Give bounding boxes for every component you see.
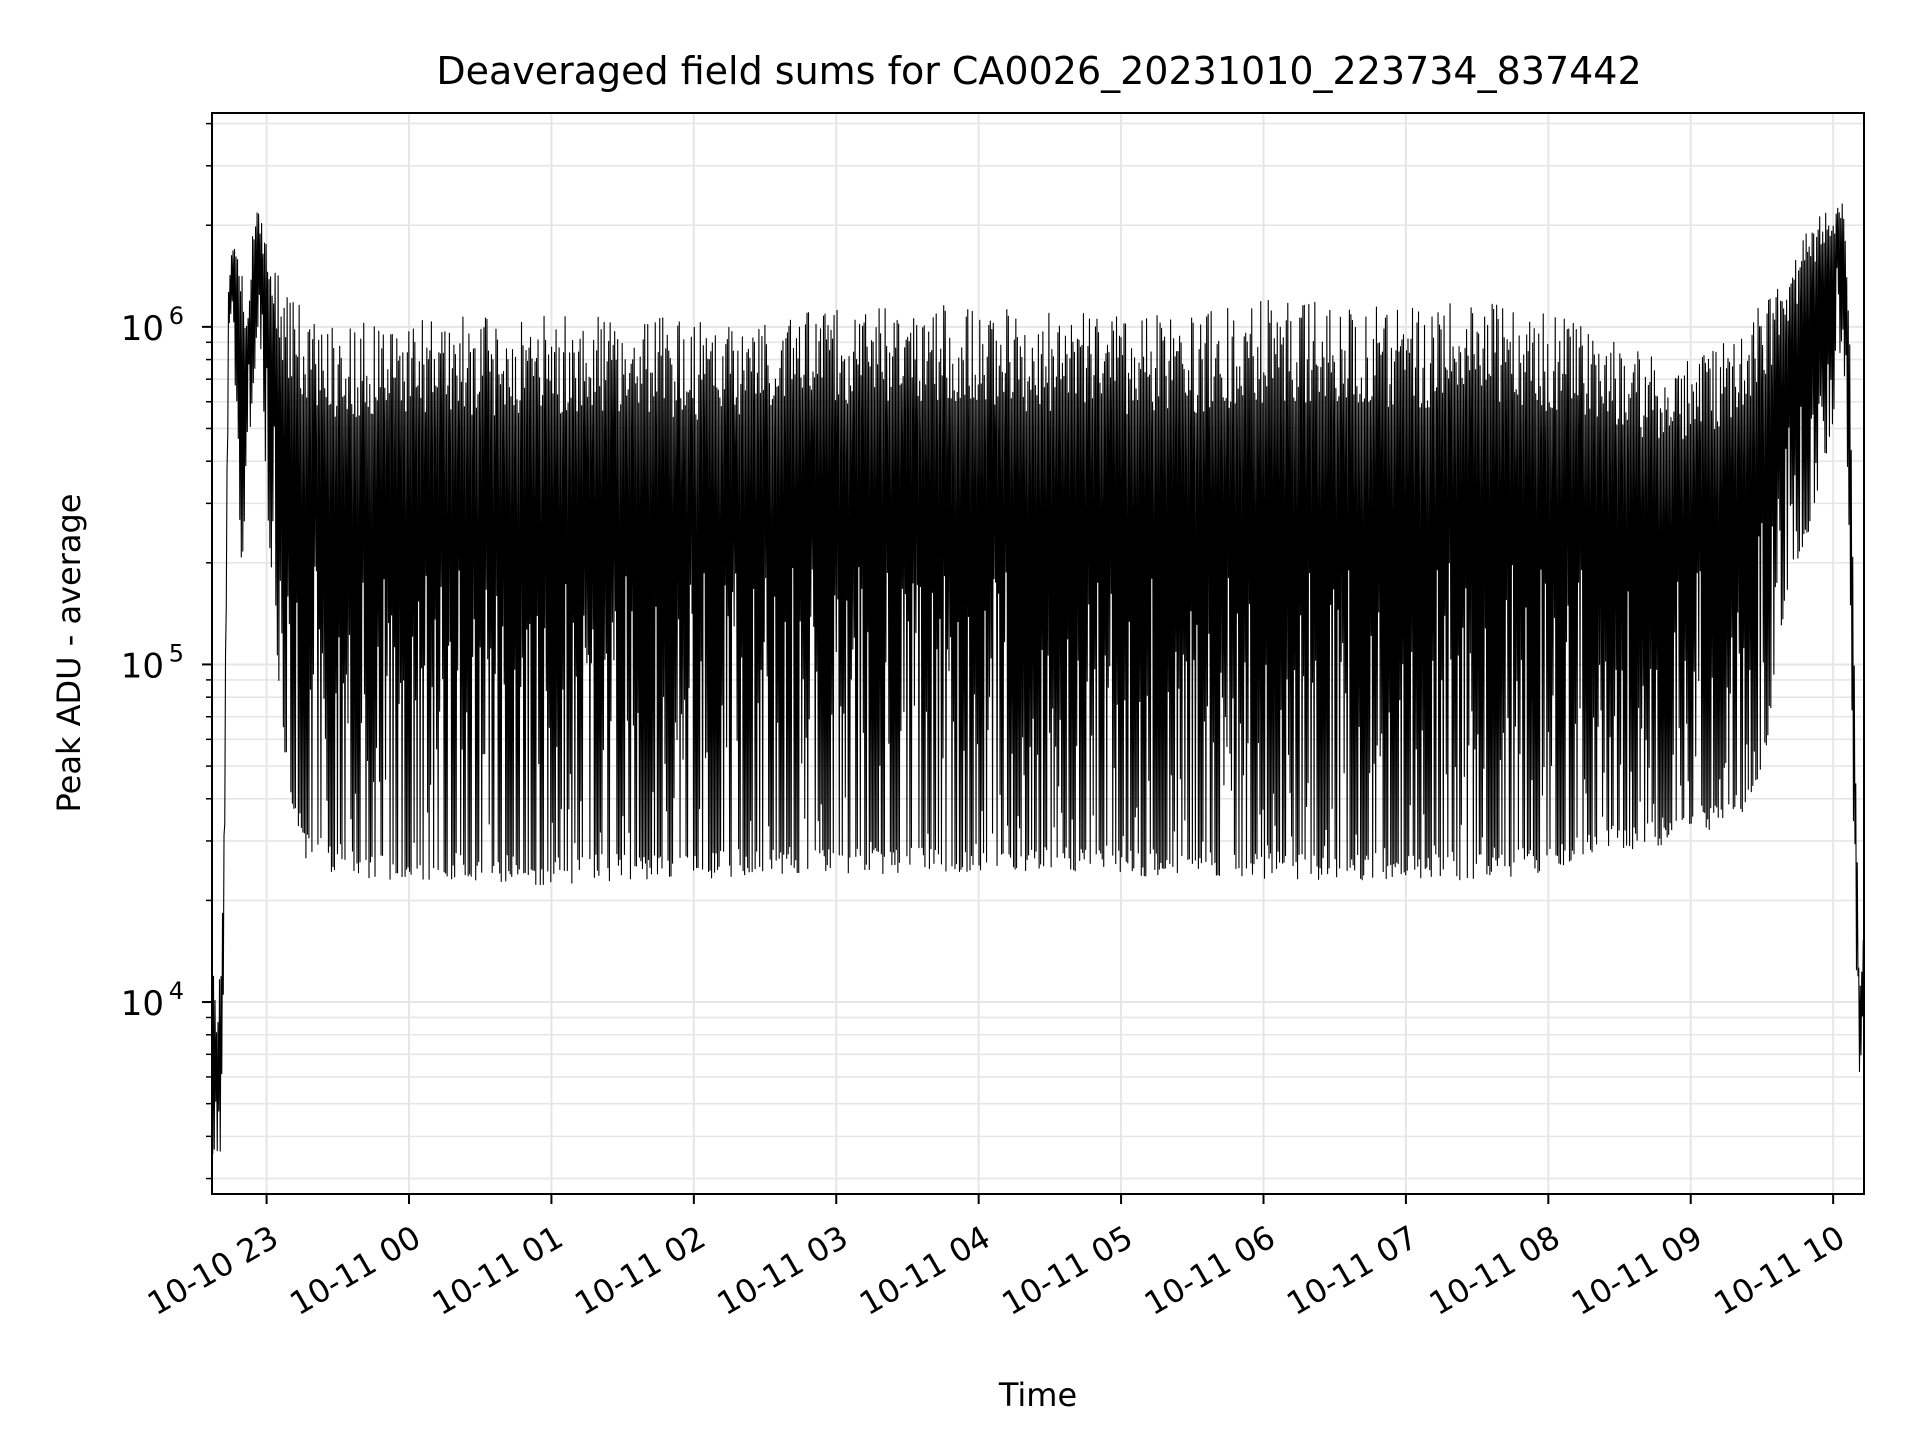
y-tick-label: 10 <box>121 309 164 349</box>
y-tick-label-exponent: 4 <box>169 977 184 1005</box>
plot-frame <box>211 112 1865 1195</box>
y-axis-label: Peak ADU - average <box>50 494 88 813</box>
series-line <box>211 203 1865 1155</box>
y-tick-label: 10 <box>121 984 164 1024</box>
y-tick-label-exponent: 6 <box>169 302 184 330</box>
x-axis-label: Time <box>998 1376 1077 1414</box>
y-tick-label: 10 <box>121 646 164 686</box>
series-group <box>211 203 1865 1155</box>
chart-title: Deaveraged field sums for CA0026_2023101… <box>436 49 1641 93</box>
y-tick-label-exponent: 5 <box>169 639 184 667</box>
